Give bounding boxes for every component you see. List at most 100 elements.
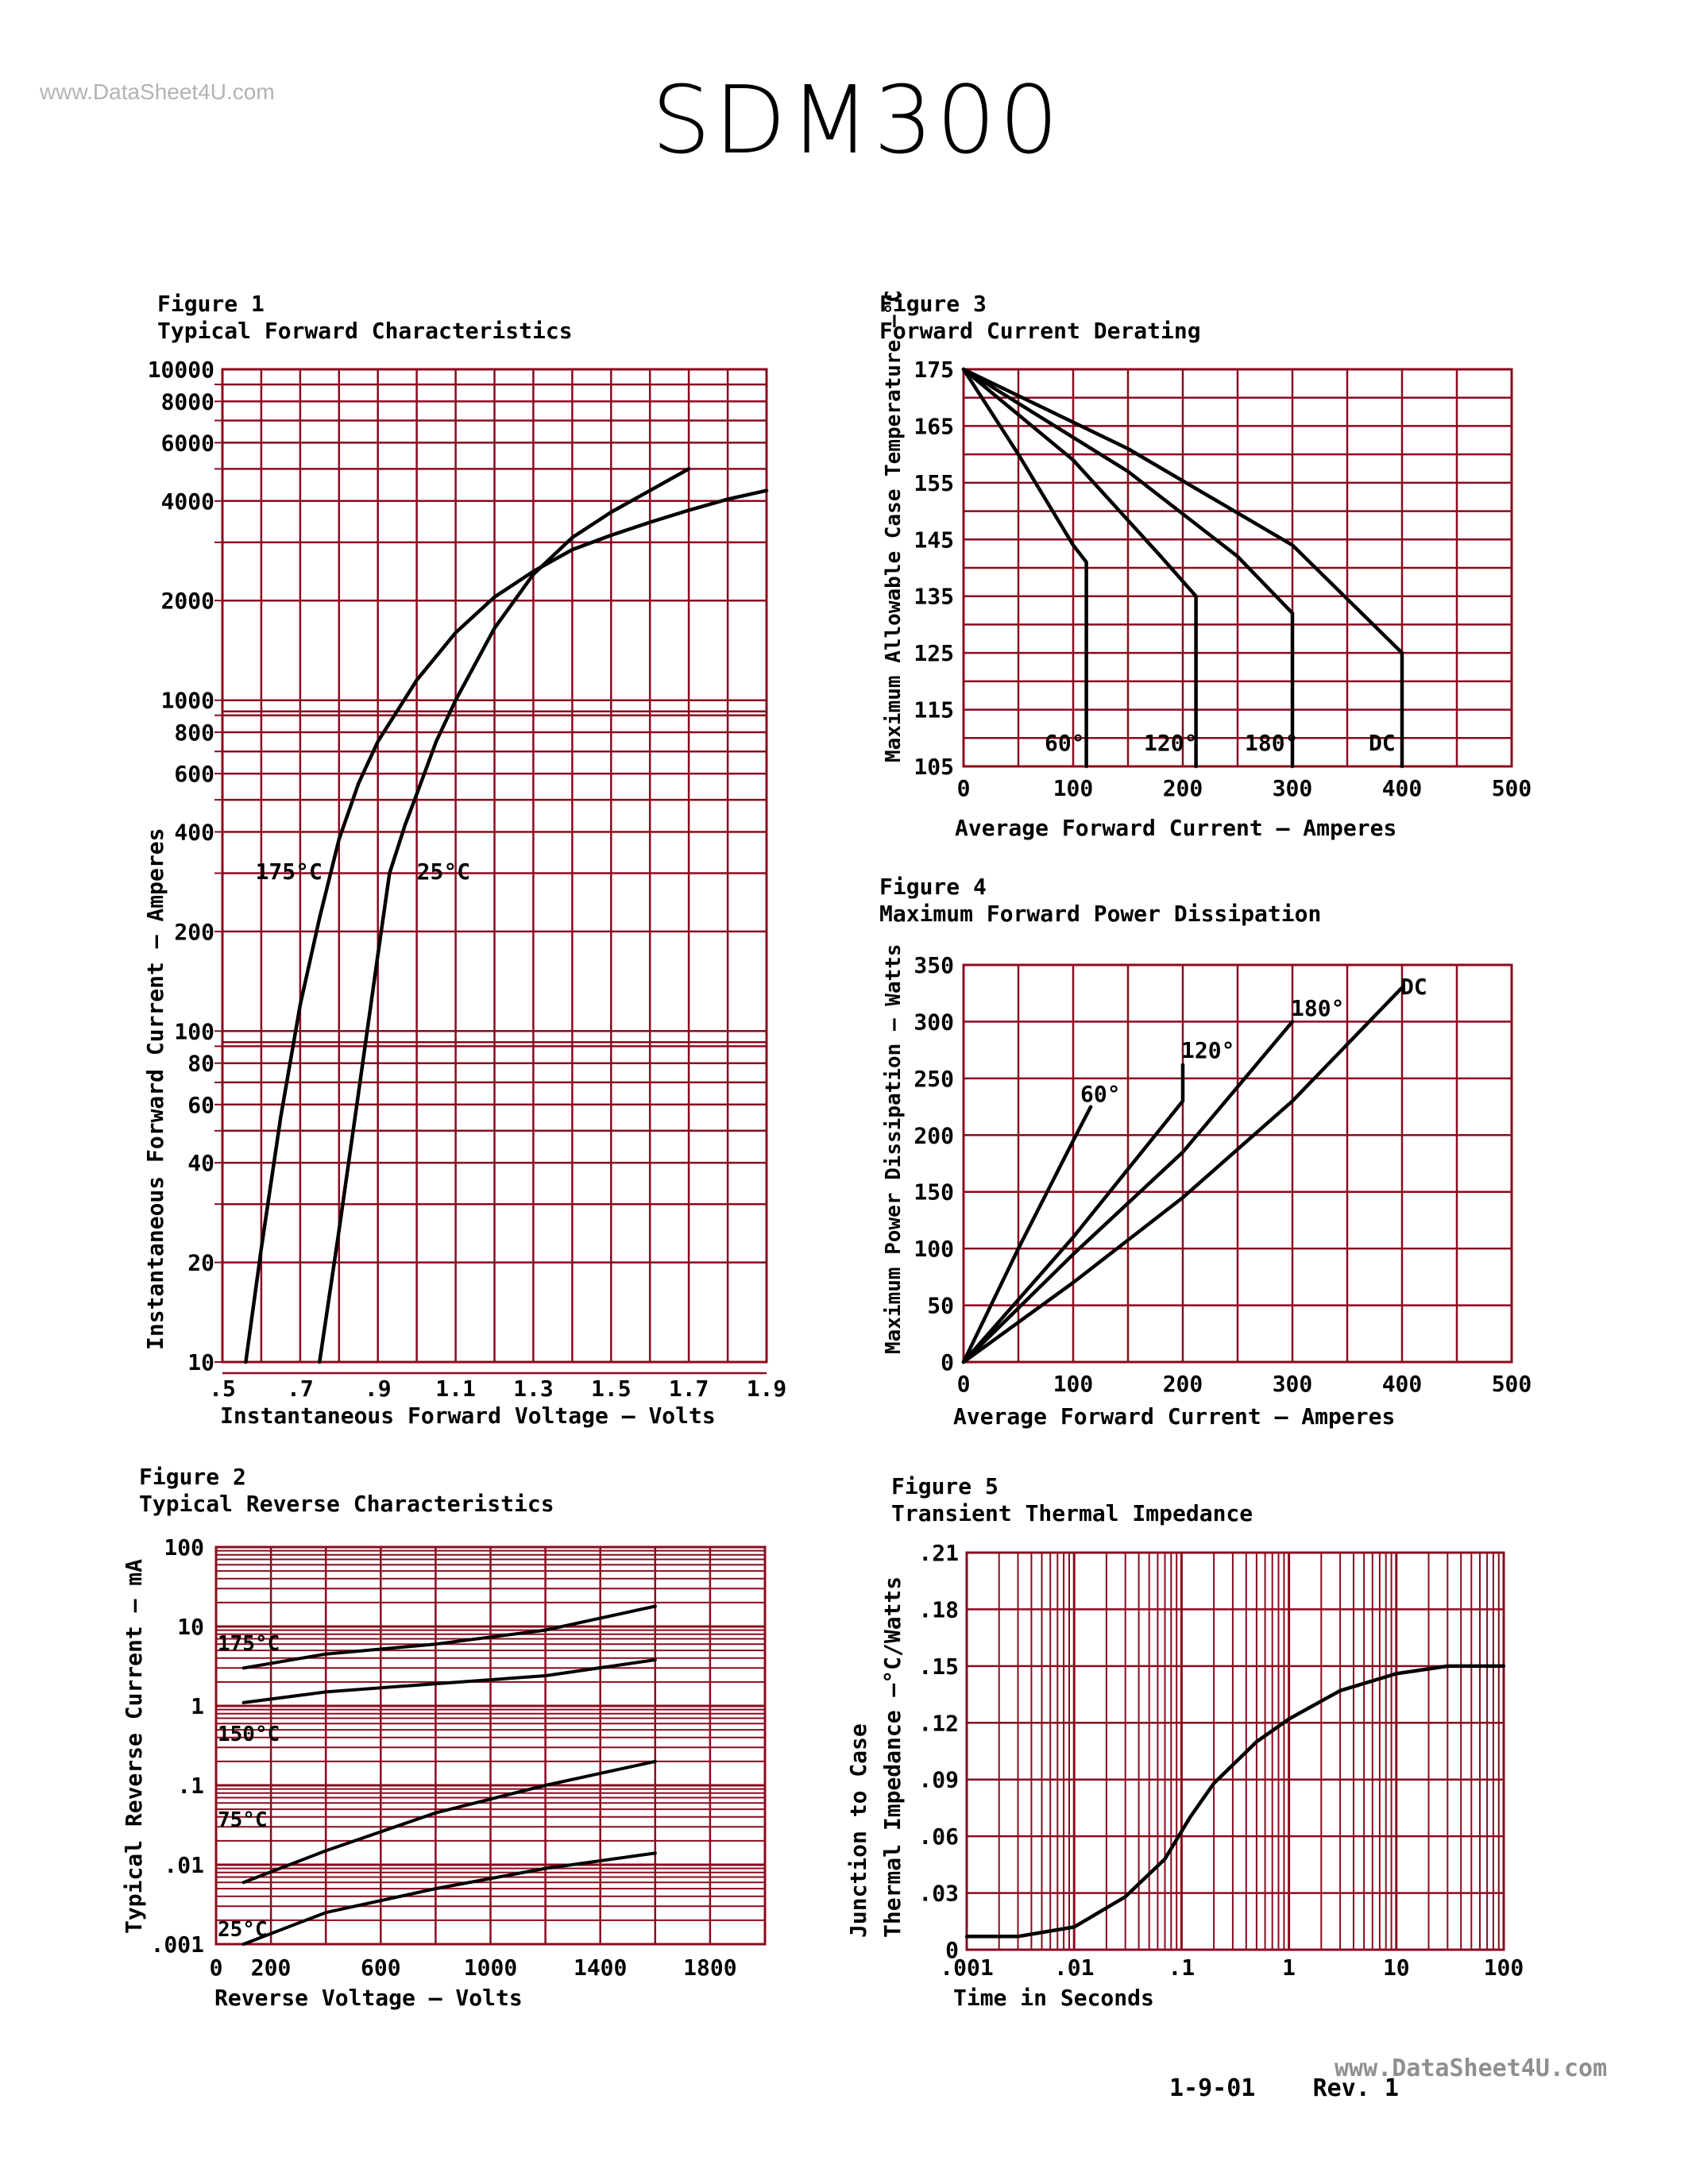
fig1-y-tick-label: 200 [174,919,214,945]
fig5-x-tick-label: 10 [1383,1954,1410,1981]
fig2-y-tick-label: .1 [177,1773,204,1799]
fig1-y-tick-label: 80 [187,1051,214,1077]
fig3-heading: Figure 3 Forward Current Derating [879,291,1201,345]
fig2-x-tick-label: 1000 [464,1954,517,1981]
fig4-x-tick-label: 100 [1053,1371,1094,1397]
fig5-heading: Figure 5 Transient Thermal Impedance [891,1473,1253,1527]
fig3-series-120-line [961,367,1198,769]
fig1-y-tick-label: 10 [187,1349,214,1376]
fig2-series-25c-line [241,1851,657,1946]
fig1-y-tick-label: 400 [174,819,214,845]
fig2-heading: Figure 2 Typical Reverse Characteristics [139,1464,554,1518]
fig1-y-tick-label: 6000 [161,430,214,456]
fig3-number: Figure 3 [879,291,987,317]
fig5-x-tick-label: 100 [1484,1954,1524,1981]
fig5-frame [965,1551,1505,1951]
fig2-number: Figure 2 [139,1464,246,1490]
fig4-x-tick-label: 400 [1382,1371,1423,1397]
fig2-y-tick-label: 100 [164,1534,204,1561]
fig1-x-tick-label: .5 [209,1376,236,1402]
fig1-x-tick-label: .9 [365,1376,392,1402]
fig5-x-tick-label: .001 [940,1954,993,1981]
fig3-ylabel: Maximum Allowable Case Temperature —°C [882,290,906,762]
fig3-y-tick-label: 105 [914,754,954,780]
fig2-x-tick-label: 0 [210,1954,223,1981]
fig2-x-tick-label: 1800 [683,1954,736,1981]
fig2-y-tick-label: 1 [191,1693,204,1719]
fig3-y-tick-label: 145 [914,527,954,553]
fig4-series-120-line [961,1063,1185,1364]
fig4-y-tick-label: 300 [914,1009,954,1035]
fig1-y-tick-label: 1000 [161,688,214,714]
fig3-title: Forward Current Derating [879,318,1201,344]
fig5-y-tick-label: 0 [945,1937,959,1963]
fig5-xlabel: Time in Seconds [953,1985,1154,2011]
fig1-y-tick-label: 4000 [161,488,214,515]
fig4-series-60-line [961,1105,1093,1364]
fig3-series-60-line [961,367,1088,769]
fig3-x-tick-label: 0 [957,775,971,801]
fig1-x-tick-label: 1.7 [669,1376,709,1402]
fig5-y-tick-label: .15 [918,1653,959,1680]
fig5-y-tick-label: .06 [918,1823,959,1850]
fig4-y-tick-label: 200 [914,1122,954,1148]
fig1-x-tick-label: 1.3 [513,1376,554,1402]
fig1-annotation-25c: 25°C [417,859,470,885]
fig5-x-tick-label: .1 [1168,1954,1196,1981]
fig3-x-tick-label: 200 [1163,775,1203,801]
fig3-series-dc-line [961,367,1404,769]
fig2-x-tick-label: 600 [361,1954,401,1981]
fig1-number: Figure 1 [157,291,265,317]
fig3-x-tick-label: 300 [1273,775,1313,801]
fig4-annotation-60: 60° [1080,1081,1121,1107]
fig1-y-tick-label: 60 [187,1092,214,1118]
fig2-y-tick-label: .001 [151,1931,204,1958]
fig1-y-tick-label: 600 [174,761,214,787]
fig3-y-tick-label: 135 [914,584,954,610]
fig1-heading: Figure 1 Typical Forward Characteristics [157,291,573,345]
fig4-number: Figure 4 [879,874,987,900]
fig1-xlabel: Instantaneous Forward Voltage — Volts [220,1403,716,1429]
fig5-title: Transient Thermal Impedance [891,1500,1253,1526]
fig2-xlabel: Reverse Voltage — Volts [214,1985,523,2011]
fig2-annotation-175c: 175°C [218,1632,280,1656]
fig1-x-tick-label: 1.5 [591,1376,632,1402]
fig2-annotation-25c: 25°C [218,1918,268,1942]
fig5-ylabel: Junction to Case [845,1723,871,1938]
watermark-bottom: www.DataSheet4U.com [1335,2055,1608,2082]
fig1-y-tick-label: 10000 [148,357,214,383]
fig5-number: Figure 5 [891,1473,999,1499]
fig2-y-tick-label: 10 [177,1614,204,1640]
fig5-x-tick-label: .01 [1054,1954,1095,1981]
fig2-series-150c-line [241,1658,657,1704]
fig2-annotation-75c: 75°C [218,1808,268,1832]
fig1-title: Typical Forward Characteristics [157,318,573,344]
fig1-x-tick-label: 1.9 [747,1376,787,1402]
fig5-y-tick-label: .09 [918,1767,959,1793]
fig4-annotation-120: 120° [1181,1037,1234,1063]
fig2-y-tick-label: .01 [164,1852,204,1878]
fig3-x-tick-label: 400 [1382,775,1423,801]
fig5-y-tick-label: .21 [918,1540,959,1566]
fig5-ylabel-line2: Thermal Impedance —°C/Watts [879,1576,906,1938]
fig4-series-180-line [961,1020,1295,1364]
fig2-x-tick-label: 200 [251,1954,292,1981]
fig1-y-tick-label: 2000 [161,588,214,614]
footer: 1-9-01 Rev. 1 [1169,2074,1399,2102]
fig3-annotation-120: 120° [1144,730,1197,756]
fig1-x-tick-label: .7 [287,1376,314,1402]
fig1-y-tick-label: 40 [187,1150,214,1176]
footer-rev: Rev. 1 [1312,2074,1399,2102]
fig1-series-175c-line [244,488,769,1364]
fig4-y-tick-label: 0 [941,1349,954,1376]
fig5-y-tick-label: .03 [918,1881,959,1907]
fig3-y-tick-label: 125 [914,640,954,666]
fig4-y-tick-label: 100 [914,1236,954,1262]
fig3-y-tick-label: 115 [914,697,954,723]
fig4-xlabel: Average Forward Current — Amperes [953,1403,1395,1430]
fig5-y-tick-label: .18 [918,1596,959,1623]
fig4-y-tick-label: 350 [914,952,954,978]
fig3-annotation-60: 60° [1045,730,1085,756]
watermark-top: www.DataSheet4U.com [40,79,275,104]
